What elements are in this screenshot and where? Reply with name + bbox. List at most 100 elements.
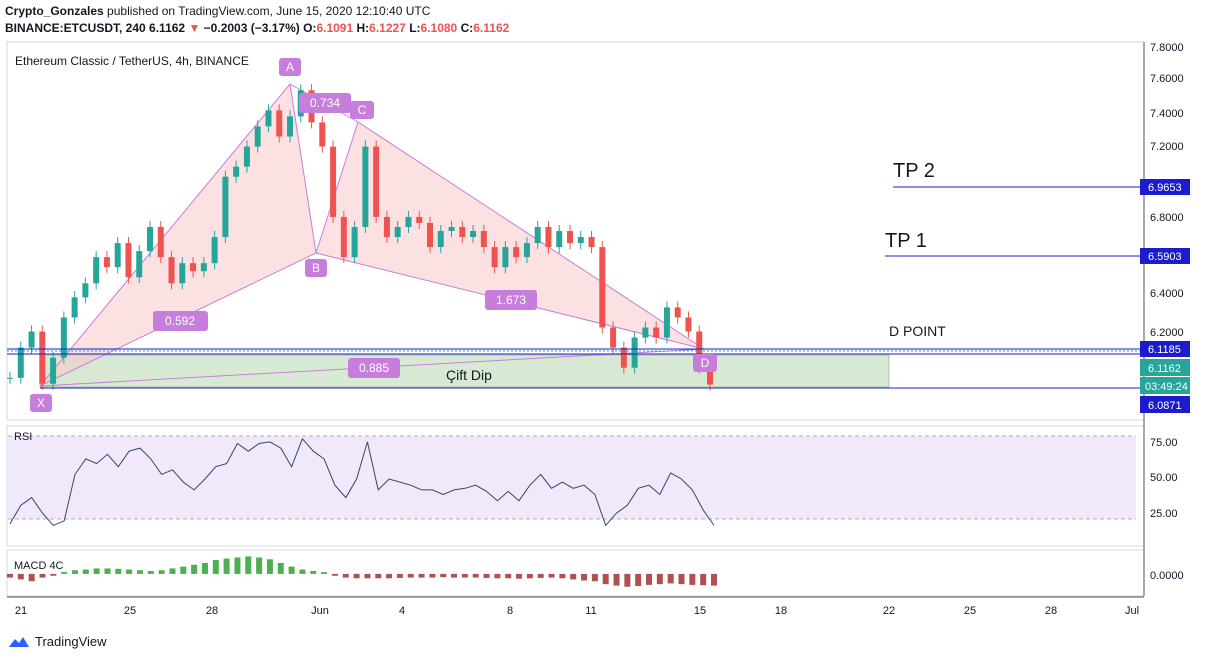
candle-body[interactable] bbox=[383, 216, 390, 238]
candle-body[interactable] bbox=[276, 110, 283, 137]
macd-bar bbox=[667, 573, 674, 584]
candle-body[interactable] bbox=[653, 327, 660, 338]
candle-body[interactable] bbox=[416, 216, 423, 223]
candle-body[interactable] bbox=[470, 231, 477, 238]
candle-body[interactable] bbox=[707, 367, 713, 385]
pattern-xab-triangle[interactable] bbox=[39, 82, 317, 387]
candle-body[interactable] bbox=[513, 247, 520, 258]
macd-bar bbox=[689, 573, 696, 585]
point-a-badge[interactable] bbox=[279, 58, 301, 76]
candle-body[interactable] bbox=[319, 122, 326, 147]
point-c-badge[interactable] bbox=[350, 101, 374, 119]
macd-bar bbox=[461, 573, 468, 578]
candle-body[interactable] bbox=[405, 216, 412, 227]
high-value: 6.1227 bbox=[369, 21, 406, 35]
macd-bar bbox=[234, 557, 241, 574]
double-bottom-zone[interactable] bbox=[39, 354, 890, 388]
candle-body[interactable] bbox=[362, 146, 369, 227]
candle-body[interactable] bbox=[103, 257, 110, 268]
tradingview-logo-icon bbox=[9, 636, 29, 647]
candle-body[interactable] bbox=[179, 263, 186, 284]
rsi-tick: 25.00 bbox=[1150, 508, 1178, 520]
low-label: L: bbox=[409, 21, 421, 35]
candle-body[interactable] bbox=[394, 226, 401, 238]
candle-body[interactable] bbox=[71, 297, 78, 318]
candle-body[interactable] bbox=[534, 226, 541, 244]
point-b-label: B bbox=[312, 261, 320, 275]
candle-body[interactable] bbox=[685, 317, 692, 332]
candle-body[interactable] bbox=[7, 377, 13, 379]
candle-body[interactable] bbox=[448, 226, 455, 231]
ratio-bd-badge[interactable] bbox=[485, 290, 537, 310]
candle-body[interactable] bbox=[222, 176, 229, 238]
point-d-badge[interactable] bbox=[693, 354, 717, 372]
candle-body[interactable] bbox=[190, 263, 197, 272]
candle-body[interactable] bbox=[200, 263, 207, 272]
candle-body[interactable] bbox=[696, 331, 703, 368]
candle-body[interactable] bbox=[599, 247, 606, 328]
author-name[interactable]: Crypto_Gonzales bbox=[5, 4, 104, 18]
candle-body[interactable] bbox=[330, 146, 337, 217]
candle-body[interactable] bbox=[168, 257, 175, 284]
candle-body[interactable] bbox=[674, 307, 681, 318]
candle-body[interactable] bbox=[28, 331, 35, 348]
footer-brand[interactable]: TradingView bbox=[8, 634, 107, 649]
macd-bar bbox=[516, 573, 523, 579]
candle-body[interactable] bbox=[663, 307, 670, 338]
candle-body[interactable] bbox=[157, 226, 164, 258]
point-b-badge[interactable] bbox=[305, 259, 327, 277]
macd-bar bbox=[483, 573, 490, 578]
candle-body[interactable] bbox=[427, 222, 433, 248]
candle-body[interactable] bbox=[620, 347, 627, 368]
point-x-badge[interactable] bbox=[30, 394, 52, 412]
macd-bar bbox=[331, 573, 338, 576]
candle-body[interactable] bbox=[631, 337, 638, 368]
candle-body[interactable] bbox=[243, 146, 250, 167]
macd-bar bbox=[266, 559, 273, 574]
candle-body[interactable] bbox=[588, 237, 595, 248]
candle-body[interactable] bbox=[502, 247, 509, 268]
candle-body[interactable] bbox=[254, 126, 261, 147]
candle-body[interactable] bbox=[114, 243, 121, 268]
candle-body[interactable] bbox=[39, 331, 46, 384]
candle-body[interactable] bbox=[50, 357, 57, 384]
candle-body[interactable] bbox=[233, 166, 240, 177]
tp1-price-text: 6.5903 bbox=[1148, 251, 1182, 263]
candle-body[interactable] bbox=[610, 327, 617, 348]
candle-body[interactable] bbox=[437, 231, 444, 248]
candle-body[interactable] bbox=[373, 146, 380, 217]
candle-body[interactable] bbox=[480, 231, 487, 248]
ratio-xb-badge[interactable] bbox=[153, 311, 208, 331]
candle-body[interactable] bbox=[351, 226, 358, 258]
ratio-ac-badge[interactable] bbox=[299, 93, 351, 113]
macd-bar bbox=[61, 572, 68, 574]
macd-bar bbox=[396, 573, 403, 578]
candle-body[interactable] bbox=[577, 237, 584, 244]
candle-body[interactable] bbox=[287, 116, 293, 137]
candle-body[interactable] bbox=[642, 327, 649, 338]
candle-body[interactable] bbox=[60, 317, 67, 358]
macd-bar bbox=[201, 562, 208, 574]
symbol-label[interactable]: BINANCE:ETCUSDT, 240 bbox=[5, 21, 146, 35]
candle-body[interactable] bbox=[523, 243, 530, 258]
candle-body[interactable] bbox=[491, 247, 498, 268]
candle-body[interactable] bbox=[556, 231, 563, 248]
ratio-xd-badge[interactable] bbox=[348, 358, 400, 378]
candle-body[interactable] bbox=[265, 110, 272, 127]
ratio-bd-label: 1.673 bbox=[496, 293, 526, 307]
candle-body[interactable] bbox=[136, 251, 143, 278]
candle-body[interactable] bbox=[340, 216, 347, 258]
macd-bar bbox=[570, 573, 577, 580]
candle-body[interactable] bbox=[147, 226, 153, 252]
candle-body[interactable] bbox=[93, 257, 100, 284]
candle-body[interactable] bbox=[567, 231, 573, 244]
candle-body[interactable] bbox=[17, 347, 24, 378]
candle-body[interactable] bbox=[211, 237, 218, 264]
ratio-ac-label: 0.734 bbox=[310, 96, 340, 110]
candle-body[interactable] bbox=[459, 226, 466, 238]
candle-body[interactable] bbox=[82, 283, 89, 298]
candle-body[interactable] bbox=[545, 226, 552, 248]
macd-bar bbox=[28, 573, 35, 582]
candle-body[interactable] bbox=[125, 243, 132, 278]
